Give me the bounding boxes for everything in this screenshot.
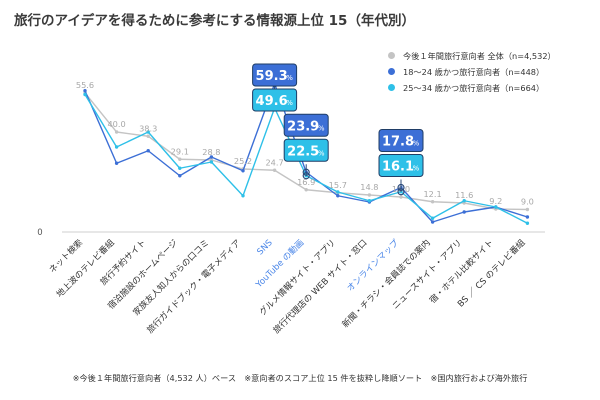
callout-box--s1 <box>378 129 424 152</box>
data-label: 9.2 <box>489 196 502 206</box>
data-label: 38.3 <box>139 123 157 133</box>
data-label: 28.8 <box>202 147 220 157</box>
data-point-s2-13 <box>494 205 498 209</box>
x-tick-label: 地上波のテレビ番組 <box>54 236 117 299</box>
data-point-s2-1 <box>114 145 119 149</box>
data-point-s2-0 <box>83 92 87 97</box>
legend-label-25-34: 25～34 歳かつ旅行意向者（n=664） <box>403 82 545 93</box>
data-point-s2-3 <box>178 166 182 170</box>
data-point-s0-6 <box>272 168 277 172</box>
legend-label-overall: 今後１年間旅行意向者 全体（n=4,532） <box>403 50 556 61</box>
callout-value: 17.8 <box>382 135 414 150</box>
callout-box--s2 <box>378 154 424 177</box>
callout-value: 59.3 <box>256 69 288 84</box>
callout-unit: % <box>413 165 420 173</box>
data-point-s0-11 <box>430 200 435 204</box>
callout-unit: % <box>318 124 325 132</box>
legend-marker-25-34 <box>388 84 395 91</box>
legend-marker-overall <box>388 52 395 59</box>
data-point-s1-3 <box>178 174 182 178</box>
callout-point-ring <box>397 188 405 196</box>
data-point-s1-1 <box>114 161 119 165</box>
x-tick-label: SNS <box>255 238 274 257</box>
data-label: 29.1 <box>171 146 189 156</box>
data-label: 9.0 <box>521 197 534 207</box>
data-point-s1-2 <box>146 149 150 153</box>
legend-item-overall[interactable]: 今後１年間旅行意向者 全体（n=4,532） <box>388 48 556 63</box>
y-tick-label: 0 <box>37 228 42 238</box>
callout-unit: % <box>318 149 325 157</box>
footnote: ※今後１年間旅行意向者（4,532 人）ベース ※意向者のスコア上位 15 件を… <box>72 373 528 383</box>
callout-unit: % <box>286 74 293 82</box>
callout-unit: % <box>413 140 420 148</box>
data-point-s1-11 <box>430 220 435 224</box>
callout-box-sns-s2 <box>252 88 298 112</box>
callout-point-ring <box>302 172 310 180</box>
callout-value: 22.5 <box>287 144 319 159</box>
data-point-s0-14 <box>525 207 530 212</box>
callout-value: 49.6 <box>256 94 288 109</box>
callout-unit: % <box>286 99 293 107</box>
data-point-s2-8 <box>336 190 340 194</box>
data-point-s2-14 <box>525 221 530 225</box>
data-point-s0-3 <box>178 157 182 161</box>
data-point-s1-4 <box>209 155 214 159</box>
data-point-s2-11 <box>430 216 435 220</box>
data-point-s1-8 <box>336 194 340 198</box>
callout-point-ring <box>397 183 405 192</box>
data-point-s0-7 <box>304 188 308 192</box>
data-label: 14.8 <box>360 182 378 192</box>
callout-point-ring <box>302 168 310 176</box>
data-point-s0-10 <box>399 195 403 199</box>
data-label: 16.9 <box>297 177 315 187</box>
callout-value: 23.9 <box>287 119 319 134</box>
data-label: 24.7 <box>265 157 283 167</box>
data-label: 12.1 <box>423 189 441 199</box>
data-point-s2-5 <box>241 194 245 198</box>
data-point-s1-5 <box>241 169 245 173</box>
legend-item-18-24[interactable]: 18～24 歳かつ旅行意向者（n=448） <box>388 64 556 79</box>
data-label: 15.7 <box>329 180 347 190</box>
callout-box-sns-s1 <box>252 63 298 87</box>
data-point-s2-4 <box>209 160 214 164</box>
data-label: 11.6 <box>455 190 473 200</box>
data-label: 55.6 <box>76 80 94 90</box>
legend-label-18-24: 18～24 歳かつ旅行意向者（n=448） <box>403 66 545 77</box>
callout-value: 16.1 <box>382 160 414 175</box>
legend-marker-18-24 <box>388 68 395 75</box>
data-point-s1-12 <box>462 210 466 214</box>
data-label: 25.2 <box>234 156 252 166</box>
legend-item-25-34[interactable]: 25～34 歳かつ旅行意向者（n=664） <box>388 80 556 95</box>
callout-box-youtube-s1 <box>283 113 329 137</box>
legend: 今後１年間旅行意向者 全体（n=4,532） 18～24 歳かつ旅行意向者（n=… <box>388 48 556 96</box>
data-label: 40.0 <box>107 119 125 129</box>
data-point-s2-9 <box>367 199 372 203</box>
data-point-s0-2 <box>146 134 150 138</box>
data-point-s0-9 <box>367 193 372 197</box>
data-point-s0-1 <box>114 130 119 134</box>
callout-box-youtube-s2 <box>283 138 329 162</box>
data-point-s2-12 <box>462 199 466 203</box>
chart-title: 旅行のアイデアを得るために参考にする情報源上位 15（年代別） <box>14 13 415 29</box>
x-tick-label: オンラインマップ <box>345 237 402 294</box>
data-point-s1-0 <box>83 89 87 93</box>
data-point-s1-14 <box>525 215 530 219</box>
data-point-s2-2 <box>146 130 150 134</box>
